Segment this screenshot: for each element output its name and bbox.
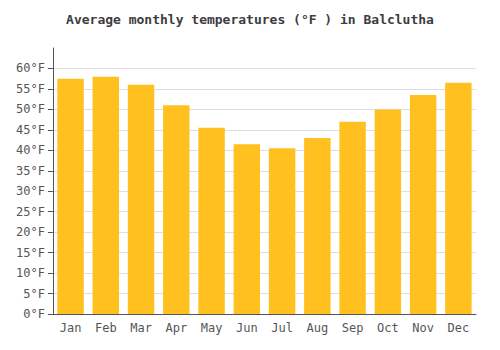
svg-text:Mar: Mar [130, 321, 152, 335]
svg-text:60°F: 60°F [16, 61, 45, 75]
svg-text:Apr: Apr [165, 321, 187, 335]
svg-text:Jun: Jun [236, 321, 258, 335]
svg-text:Nov: Nov [412, 321, 434, 335]
svg-text:Average monthly temperatures (: Average monthly temperatures (°F ) in Ba… [66, 12, 434, 27]
svg-text:10°F: 10°F [16, 266, 45, 280]
svg-text:Sep: Sep [342, 321, 364, 335]
svg-text:45°F: 45°F [16, 123, 45, 137]
svg-text:May: May [201, 321, 223, 335]
svg-text:50°F: 50°F [16, 102, 45, 116]
svg-text:Jul: Jul [271, 321, 293, 335]
svg-text:25°F: 25°F [16, 205, 45, 219]
svg-text:55°F: 55°F [16, 82, 45, 96]
svg-text:5°F: 5°F [23, 287, 45, 301]
svg-text:20°F: 20°F [16, 225, 45, 239]
svg-text:Oct: Oct [377, 321, 399, 335]
svg-text:15°F: 15°F [16, 246, 45, 260]
svg-text:30°F: 30°F [16, 184, 45, 198]
svg-text:Jan: Jan [60, 321, 82, 335]
svg-text:Aug: Aug [306, 321, 328, 335]
svg-text:Feb: Feb [95, 321, 117, 335]
svg-text:40°F: 40°F [16, 143, 45, 157]
svg-text:Dec: Dec [448, 321, 470, 335]
svg-text:0°F: 0°F [23, 307, 45, 321]
svg-text:35°F: 35°F [16, 164, 45, 178]
